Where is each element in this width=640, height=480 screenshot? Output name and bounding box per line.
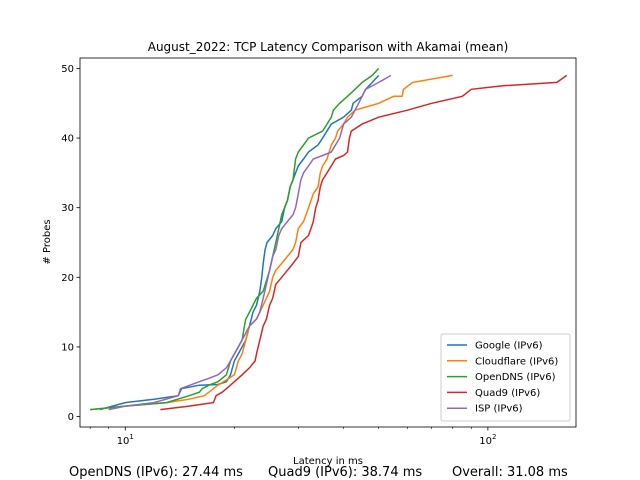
legend: Google (IPv6) Cloudflare (IPv6) OpenDNS (I… bbox=[440, 333, 571, 422]
legend-label: OpenDNS (IPv6) bbox=[475, 372, 556, 383]
series-line-4 bbox=[108, 74, 392, 411]
series-line-3 bbox=[160, 74, 568, 411]
footer-quad9: Quad9 (IPv6): 38.74 ms bbox=[268, 465, 423, 480]
x-tick-label: 102 bbox=[479, 433, 496, 447]
y-tick-label: 30 bbox=[61, 203, 74, 214]
plot-frame bbox=[79, 57, 577, 428]
series-line-1 bbox=[90, 74, 453, 411]
x-tick-label: 101 bbox=[117, 433, 134, 447]
axes: 0 10 20 30 40 50 101 102 bbox=[61, 64, 496, 447]
y-tick-label: 50 bbox=[61, 64, 74, 75]
y-tick-label: 0 bbox=[68, 412, 74, 423]
legend-label: Google (IPv6) bbox=[475, 341, 543, 352]
legend-label: Cloudflare (IPv6) bbox=[475, 356, 558, 367]
footer-opendns: OpenDNS (IPv6): 27.44 ms bbox=[69, 465, 243, 480]
footer-overall: Overall: 31.08 ms bbox=[452, 465, 568, 480]
legend-box bbox=[440, 333, 571, 422]
y-tick-label: 10 bbox=[61, 342, 74, 353]
legend-label: ISP (IPv6) bbox=[475, 404, 523, 415]
series-line-2 bbox=[90, 67, 380, 411]
legend-label: Quad9 (IPv6) bbox=[475, 388, 540, 399]
series-line-0 bbox=[99, 74, 380, 411]
y-axis-label: # Probes bbox=[42, 219, 53, 264]
plot-area bbox=[90, 67, 568, 411]
y-tick-label: 40 bbox=[61, 134, 74, 145]
x-axis-label: Latency in ms bbox=[293, 456, 363, 467]
y-tick-label: 20 bbox=[61, 273, 74, 284]
chart-title: August_2022: TCP Latency Comparison with… bbox=[148, 40, 509, 54]
